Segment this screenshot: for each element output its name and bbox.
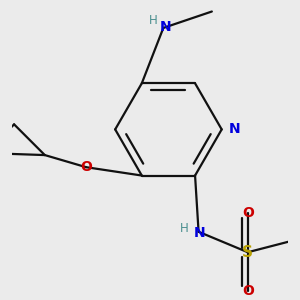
Text: N: N xyxy=(160,20,171,34)
Text: O: O xyxy=(80,160,92,174)
Text: O: O xyxy=(242,206,254,220)
Text: O: O xyxy=(242,284,254,298)
Text: N: N xyxy=(194,226,206,240)
Text: H: H xyxy=(149,14,158,27)
Text: H: H xyxy=(180,222,189,235)
Text: S: S xyxy=(242,245,253,260)
Text: N: N xyxy=(229,122,241,136)
